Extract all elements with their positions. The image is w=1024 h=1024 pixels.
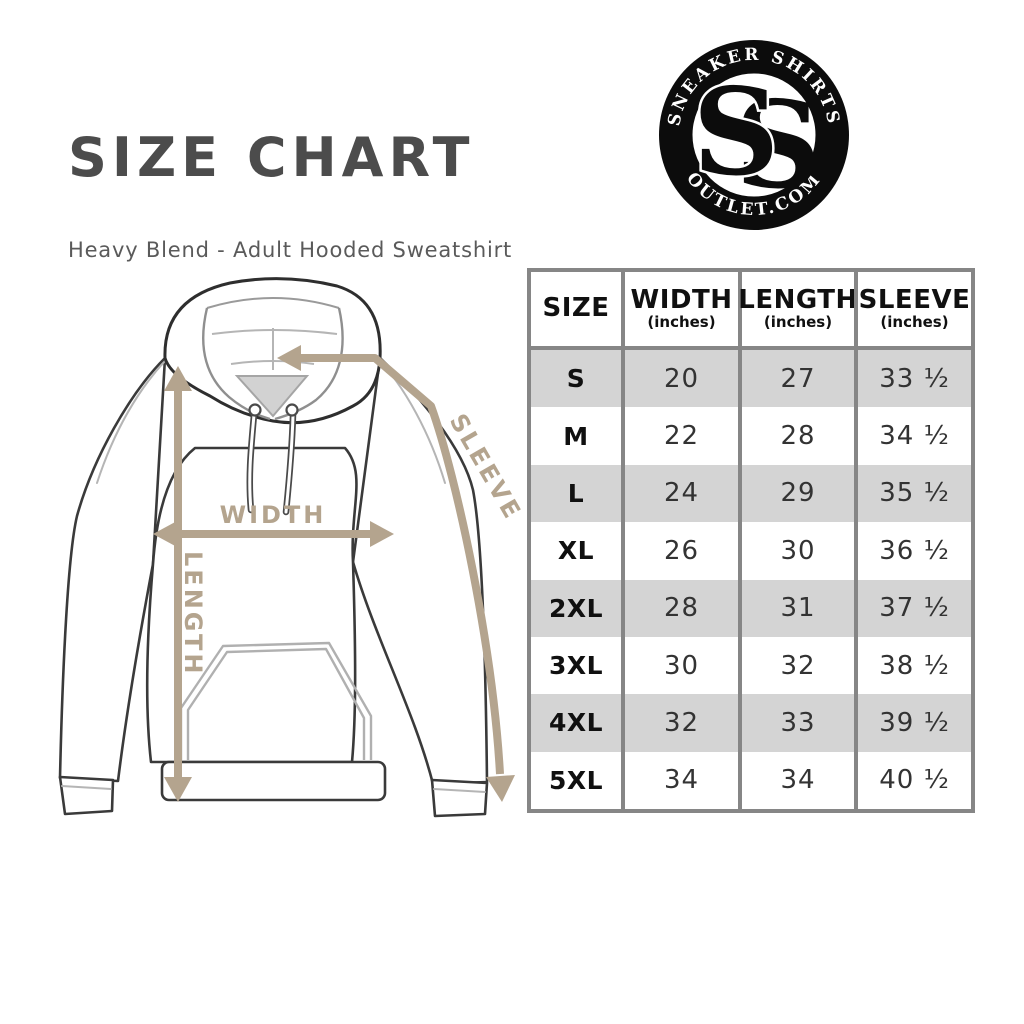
cell-2XL-width: 28 [621,579,738,637]
cell-5XL-size: 5XL [548,765,604,795]
cell-5XL-width: 34 [621,751,738,809]
cell-4XL-width: 32 [621,694,738,752]
cell-4XL-size: 4XL [531,694,621,752]
cell-2XL-length: 31 [738,579,854,637]
page-title: SIZE CHART [68,126,475,189]
left-shoulder-seam [96,360,166,484]
cell-M-length: 28 [738,407,854,465]
cell-S-size: S [531,350,621,408]
cell-L-sleeve: 35 ½ [854,464,971,523]
hoodie-left-cuff [58,775,115,816]
cell-3XL-length: 32 [738,636,854,695]
page-subtitle: Heavy Blend - Adult Hooded Sweatshirt [68,238,513,262]
cell-L-length: 29 [738,464,854,523]
monogram-s-right: S [735,75,822,216]
cell-XL-width: 26 [621,522,738,580]
cell-3XL-size: 3XL [548,651,604,681]
cell-5XL-sleeve: 40 ½ [854,751,971,809]
cell-M-sleeve: 34 ½ [854,407,971,465]
length-label: LENGTH [179,551,207,677]
size-table-grid: SIZE WIDTH (inches) LENGTH (inches) SLEE… [527,268,975,813]
col-header-sleeve: SLEEVE (inches) [854,272,971,350]
hoodie-right-sleeve [351,356,489,786]
cell-M-size: M [563,421,589,451]
monogram-s-left: S [693,62,780,203]
col-header-size: SIZE [531,272,621,350]
left-eyelet [248,403,262,417]
cell-S-width: 20 [621,350,738,408]
right-cuff-seam [433,788,486,793]
hood-inner-rim [206,297,340,309]
cell-4XL-length: 33 [738,694,854,752]
col-header-length-sub: (inches) [763,312,833,331]
width-arrow [153,521,394,547]
hoodie-diagram: WIDTH LENGTH SLEEVE [58,277,525,818]
cell-3XL-width: 30 [621,636,738,695]
length-arrow [164,366,192,802]
col-header-sleeve-label: SLEEVE [858,285,971,316]
col-header-length: LENGTH (inches) [738,272,858,350]
hoodie-hem-band [160,760,387,802]
right-eyelet [285,403,299,417]
cell-XL-sleeve: 36 ½ [854,522,971,580]
cell-2XL-sleeve: 37 ½ [854,579,971,637]
cell-L-width: 24 [621,464,738,523]
cell-XL-size: XL [557,536,595,566]
cell-5XL-length: 34 [738,751,854,809]
col-header-width-sub: (inches) [647,312,716,331]
neck-triangle [234,375,310,418]
cell-XL-length: 30 [738,522,854,580]
col-header-width-label: WIDTH [630,285,733,316]
cell-L-size: L [531,464,621,523]
width-label: WIDTH [220,501,327,529]
cell-2XL-size: 2XL [531,579,621,637]
logo-inner-circle [692,73,816,197]
col-header-length-label: LENGTH [738,285,858,316]
hoodie-left-sleeve [58,356,167,783]
logo-ss-monogram-icon: S S [690,60,822,217]
drawstrings [246,403,299,516]
col-header-size-label: SIZE [542,293,610,324]
brand-logo: SNEAKER SHIRTS OUTLET.COM S S [659,40,849,230]
cell-M-width: 22 [621,407,738,465]
cell-3XL-sleeve: 38 ½ [854,636,971,695]
cell-S-length: 27 [738,350,854,408]
cell-S-sleeve: 33 ½ [854,350,971,408]
col-header-width: WIDTH (inches) [621,272,738,350]
pocket-inner-outline [186,647,366,760]
sleeve-arrow [277,345,515,802]
hoodie-right-cuff [430,778,489,818]
cell-4XL-sleeve: 39 ½ [854,694,971,752]
left-cuff-seam [61,785,112,790]
col-header-sleeve-sub: (inches) [880,312,949,331]
